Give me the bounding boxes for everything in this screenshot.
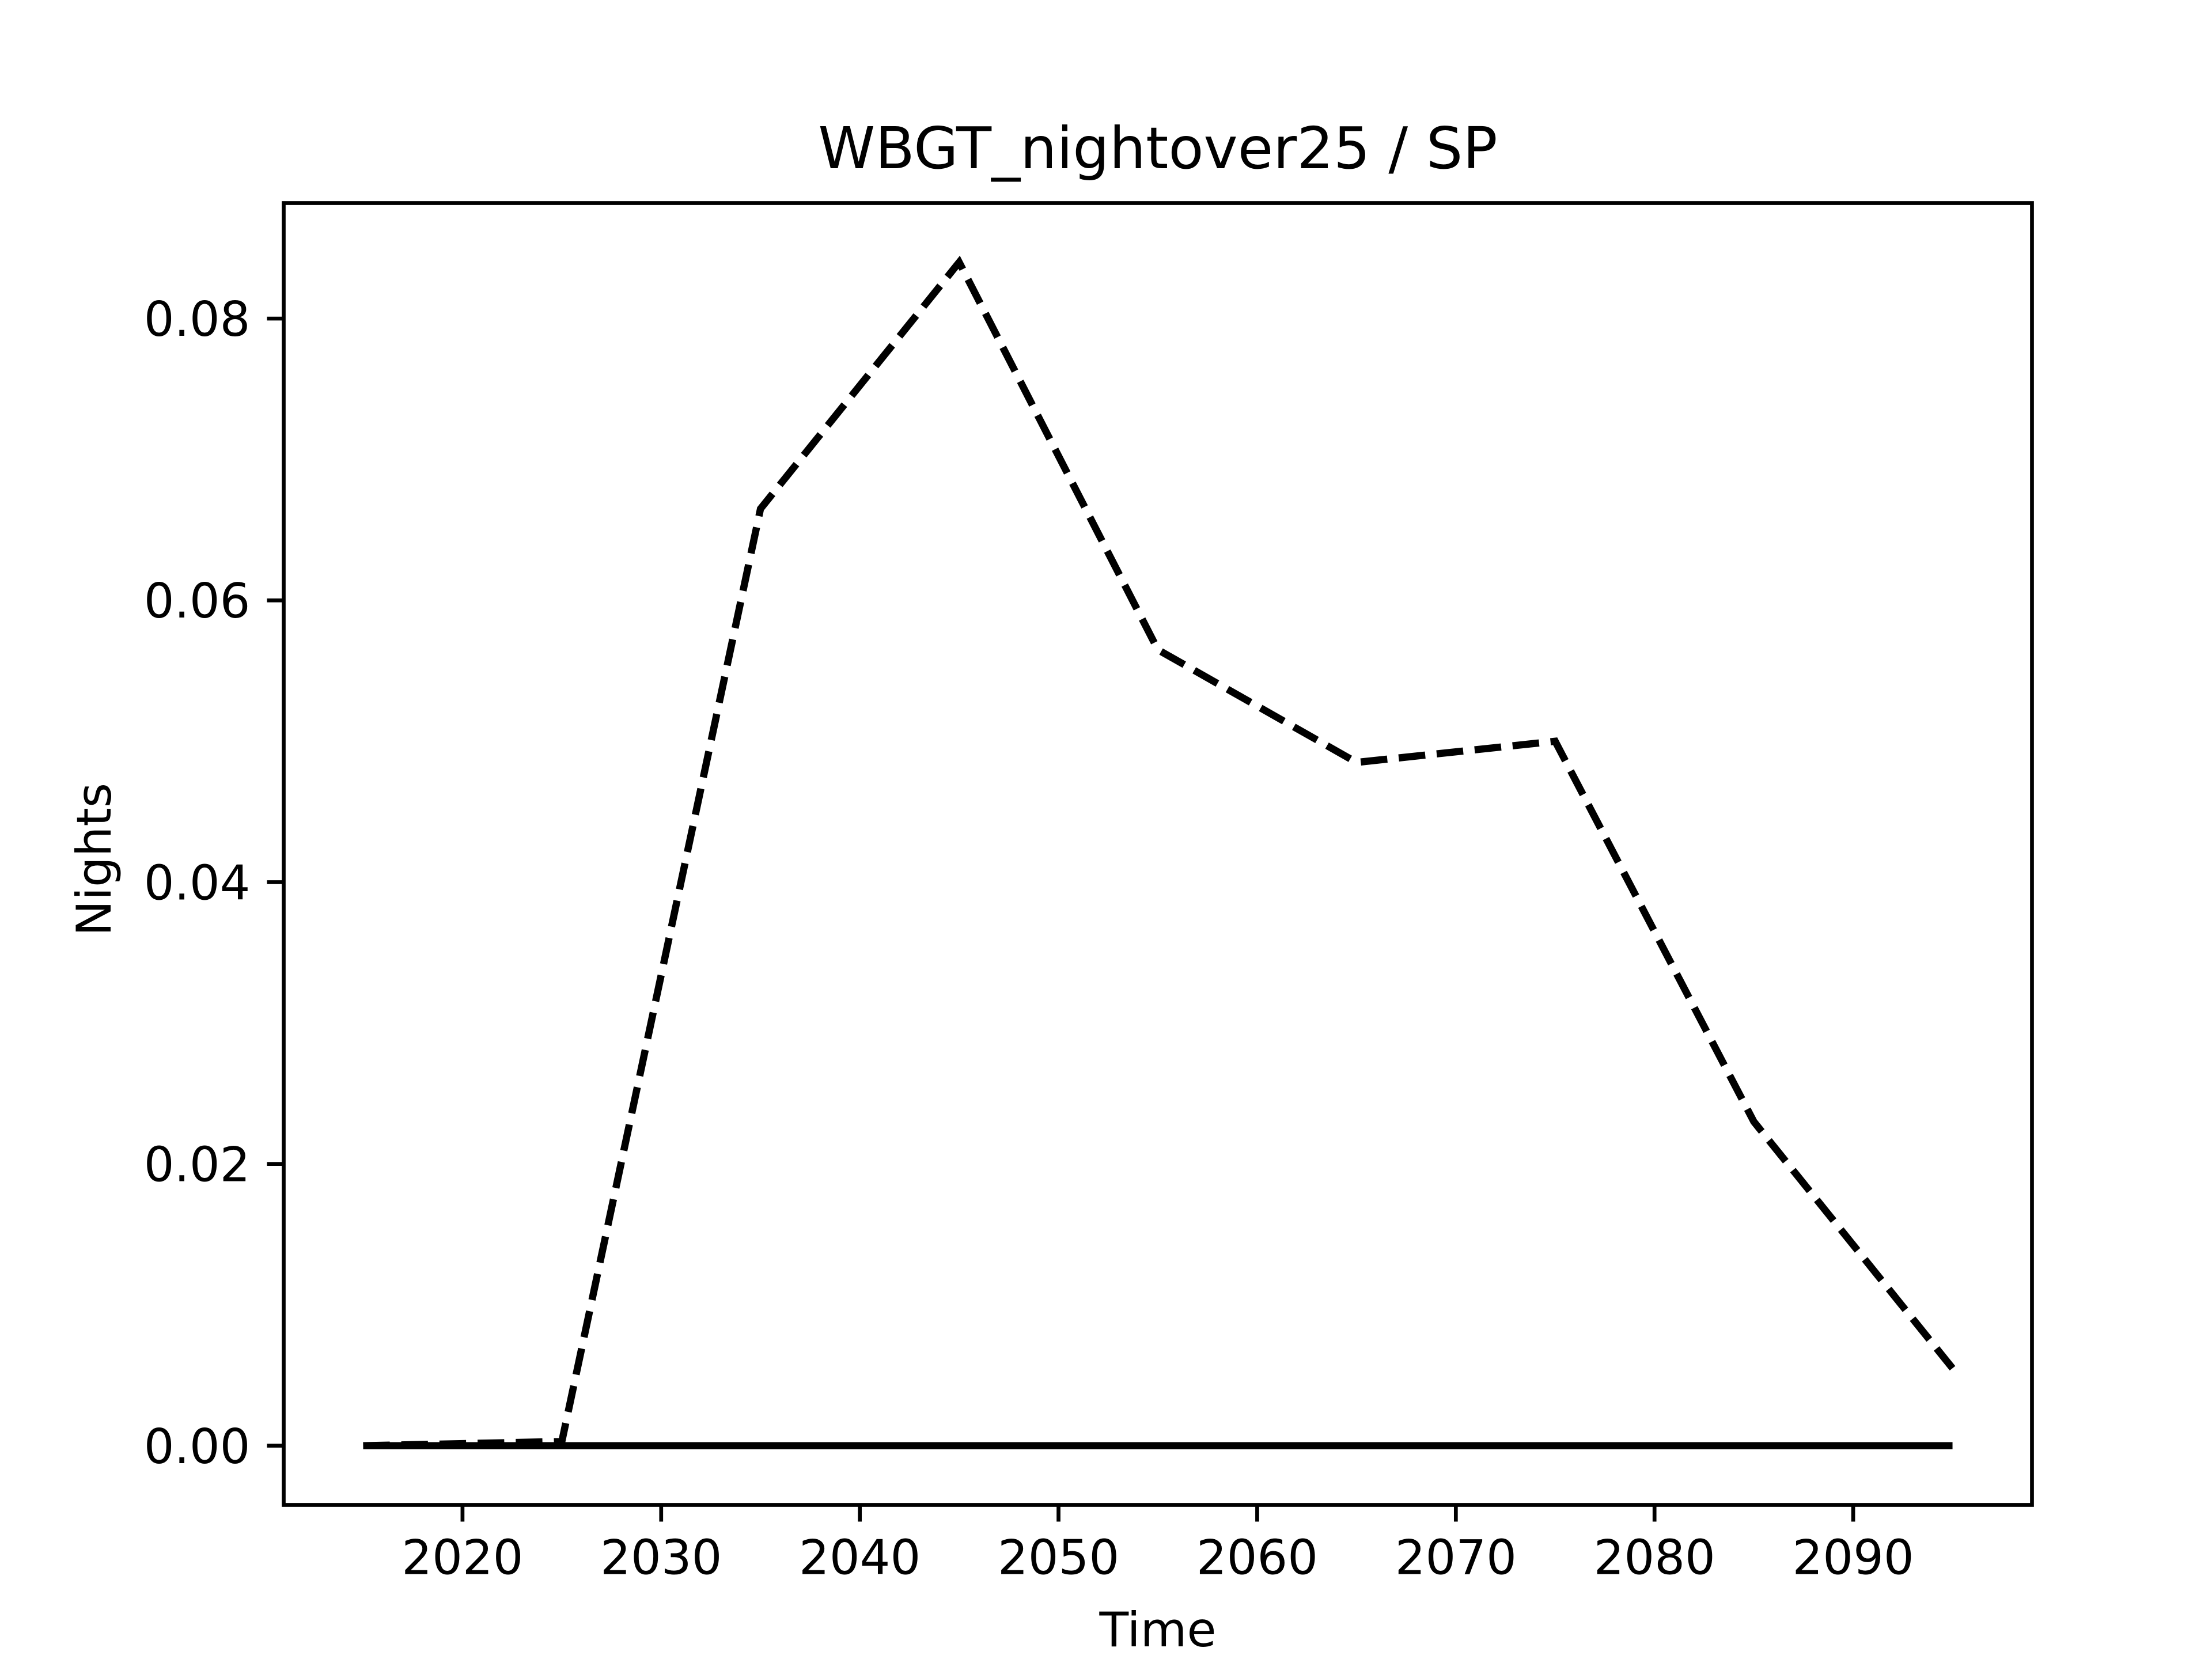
plot-frame xyxy=(282,201,2034,1507)
y-axis-label: Nights xyxy=(66,783,122,936)
x-tick-label: 2060 xyxy=(1196,1530,1318,1586)
x-tick-label: 2090 xyxy=(1792,1530,1914,1586)
line-series xyxy=(363,255,1956,1450)
x-tick-label: 2040 xyxy=(799,1530,921,1586)
x-tick-label: 2080 xyxy=(1594,1530,1715,1586)
y-tick-label: 0.06 xyxy=(144,573,251,629)
x-tick-label: 2070 xyxy=(1395,1530,1517,1586)
x-axis-label: Time xyxy=(1099,1602,1216,1658)
chart-title: WBGT_nightover25 / SP xyxy=(818,115,1497,182)
y-tick-label: 0.08 xyxy=(144,291,251,347)
y-tick-label: 0.02 xyxy=(144,1137,251,1193)
y-tick-label: 0.04 xyxy=(144,855,251,911)
y-tick-label: 0.00 xyxy=(144,1419,251,1475)
x-tick-label: 2020 xyxy=(402,1530,523,1586)
x-tick-label: 2030 xyxy=(600,1530,722,1586)
x-tick-label: 2050 xyxy=(998,1530,1119,1586)
